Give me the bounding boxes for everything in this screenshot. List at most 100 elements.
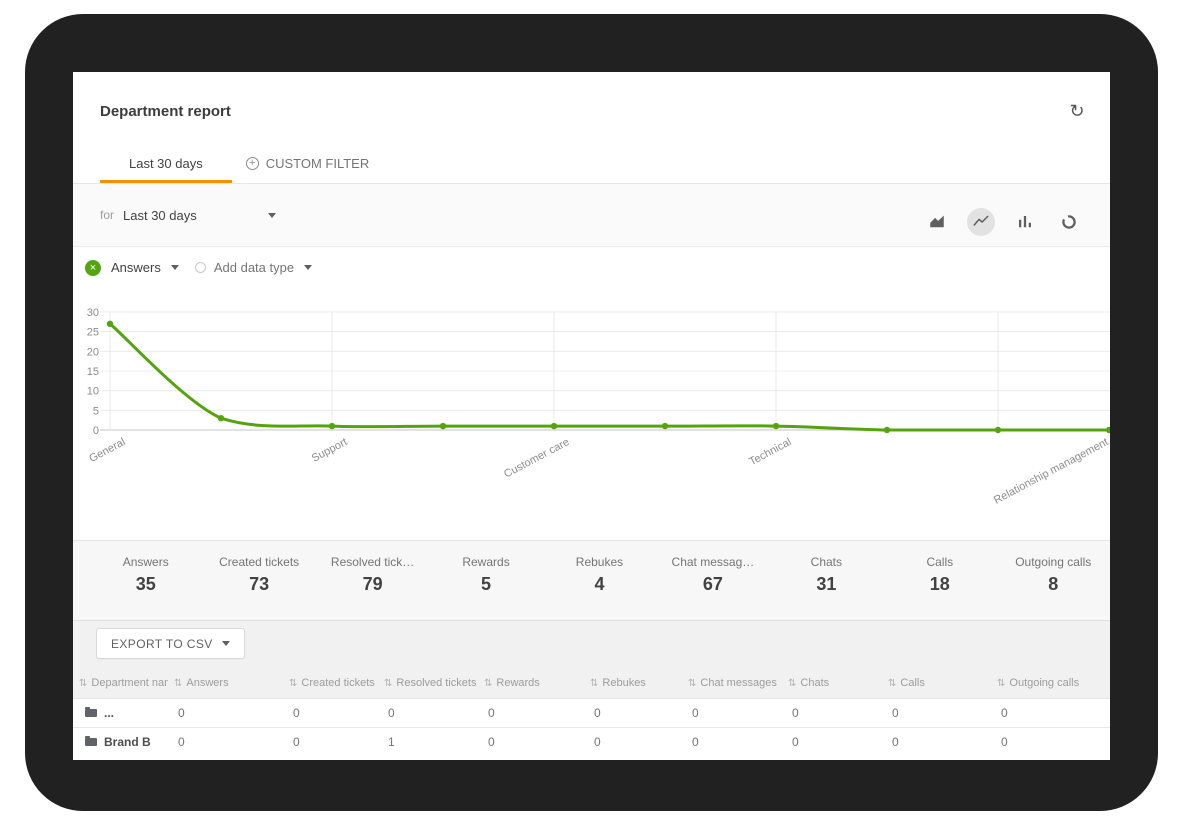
sort-icon[interactable]: ⇅ xyxy=(174,677,183,689)
series-bar: × Answers Add data type xyxy=(73,255,1110,280)
column-header-created-tickets[interactable]: ⇅ Created tickets xyxy=(283,668,378,698)
table-cell: 0 xyxy=(488,705,495,720)
column-header-department-name[interactable]: ⇅Department name xyxy=(73,668,168,698)
svg-text:5: 5 xyxy=(93,405,99,417)
table-cell: 0 xyxy=(293,705,300,720)
department-name: Brand B xyxy=(104,734,151,749)
stat-value: 67 xyxy=(702,574,723,594)
donut-chart-glyph xyxy=(1062,215,1076,229)
series-name-dropdown[interactable]: Answers xyxy=(111,260,161,275)
area-chart-glyph xyxy=(930,215,944,228)
answers-line-chart: 0 5 10 15 20 25 30 General Support Customer care T… xyxy=(87,307,1110,507)
svg-text:0: 0 xyxy=(93,425,99,437)
export-csv-label: EXPORT TO CSV xyxy=(111,636,213,651)
table-section: EXPORT TO CSV ⇅Department name⇅Answers⇅C… xyxy=(73,620,1110,756)
sort-icon[interactable]: ⇅ xyxy=(688,677,697,689)
chevron-down-icon[interactable] xyxy=(170,265,179,270)
chevron-down-icon xyxy=(221,641,230,646)
sort-icon[interactable]: ⇅ xyxy=(384,677,393,689)
stat-label: Created tickets xyxy=(219,555,300,569)
svg-text:General: General xyxy=(87,436,127,465)
filter-bar: for Last 30 days xyxy=(73,184,1110,247)
column-label: Chat messages xyxy=(700,676,777,689)
stat-item: Answers 35 xyxy=(89,555,202,620)
sort-icon[interactable]: ⇅ xyxy=(289,677,298,689)
table-cell: 0 xyxy=(692,734,699,749)
sort-icon[interactable]: ⇅ xyxy=(788,677,797,689)
add-data-type-dropdown[interactable]: Add data type xyxy=(213,260,295,275)
sort-icon[interactable]: ⇅ xyxy=(888,677,897,689)
table-cell: 0 xyxy=(792,734,799,749)
stat-value: 5 xyxy=(481,574,492,594)
column-label: Rebukes xyxy=(602,676,646,689)
table-cell: 0 xyxy=(594,734,601,749)
column-label: Outgoing calls xyxy=(1009,676,1080,689)
stat-value: 18 xyxy=(929,574,950,594)
svg-text:25: 25 xyxy=(87,327,99,339)
stat-item: Created tickets 73 xyxy=(202,555,315,620)
table-cell: 0 xyxy=(1001,705,1008,720)
svg-text:Technical: Technical xyxy=(747,436,793,468)
date-range-select[interactable]: for Last 30 days xyxy=(100,208,276,223)
department-name-cell[interactable]: ... xyxy=(73,698,168,727)
svg-text:Relationship management: Relationship management xyxy=(992,436,1110,507)
svg-text:30: 30 xyxy=(87,307,99,319)
donut-chart-icon[interactable] xyxy=(1055,208,1083,236)
column-header-rewards[interactable]: ⇅ Rewards xyxy=(478,668,584,698)
add-series-radio-icon[interactable] xyxy=(194,262,206,273)
svg-text:Support: Support xyxy=(310,436,350,465)
table-cell: 0 xyxy=(692,705,699,720)
sort-icon[interactable]: ⇅ xyxy=(484,677,493,689)
range-value: Last 30 days xyxy=(123,207,197,223)
column-label: Department name xyxy=(91,676,168,689)
column-header-outgoing-calls[interactable]: ⇅ Outgoing calls xyxy=(991,668,1110,698)
stat-label: Outgoing calls xyxy=(1015,555,1092,569)
stat-item: Rebukes 4 xyxy=(543,555,656,620)
column-header-calls[interactable]: ⇅ Calls xyxy=(882,668,991,698)
department-name-cell[interactable]: Brand B xyxy=(73,727,168,756)
stat-value: 73 xyxy=(249,574,270,594)
line-chart-icon[interactable] xyxy=(967,208,995,236)
stat-value: 8 xyxy=(1048,574,1059,594)
sort-icon[interactable]: ⇅ xyxy=(997,677,1006,689)
svg-text:20: 20 xyxy=(87,346,99,358)
stat-value: 79 xyxy=(362,574,383,594)
table-cell: 0 xyxy=(792,705,799,720)
column-header-answers[interactable]: ⇅ Answers xyxy=(168,668,283,698)
folder-icon xyxy=(85,706,97,717)
stat-label: Resolved tick… xyxy=(330,555,415,569)
panel-header: Department report ↻ xyxy=(73,72,1110,132)
svg-text:15: 15 xyxy=(87,366,99,378)
sort-icon[interactable]: ⇅ xyxy=(590,677,599,689)
sort-icon[interactable]: ⇅ xyxy=(79,677,88,689)
table-cell: 0 xyxy=(1001,734,1008,749)
range-prefix: for xyxy=(100,208,115,222)
column-header-rebukes[interactable]: ⇅ Rebukes xyxy=(584,668,682,698)
table-row[interactable]: ... 0 0 0 0 0 0 0 0 0 xyxy=(73,698,1110,727)
page-title: Department report xyxy=(100,103,231,120)
table-cell: 0 xyxy=(388,705,395,720)
plus-circle-icon: + xyxy=(245,157,259,170)
table-cell: 0 xyxy=(488,734,495,749)
remove-series-icon[interactable]: × xyxy=(85,259,101,276)
column-header-chats[interactable]: ⇅ Chats xyxy=(782,668,882,698)
tab-last-30-days[interactable]: Last 30 days xyxy=(100,146,232,183)
stat-item: Calls 18 xyxy=(883,555,996,620)
column-header-resolved-tickets[interactable]: ⇅ Resolved tickets xyxy=(378,668,478,698)
stat-item: Chats 31 xyxy=(770,555,883,620)
stat-label: Answers xyxy=(122,555,169,569)
tab-custom-filter[interactable]: + CUSTOM FILTER xyxy=(232,146,384,183)
area-chart-icon[interactable] xyxy=(923,208,951,236)
bar-chart-icon[interactable] xyxy=(1011,208,1039,236)
column-header-chat-messages[interactable]: ⇅ Chat messages xyxy=(682,668,782,698)
export-csv-button[interactable]: EXPORT TO CSV xyxy=(96,628,245,659)
chevron-down-icon xyxy=(268,212,276,218)
table-row[interactable]: Brand B 0 0 1 0 0 0 0 0 0 xyxy=(73,727,1110,756)
report-panel: Department report ↻ Last 30 days + CUSTO… xyxy=(73,72,1110,760)
table-cell: 0 xyxy=(293,734,300,749)
refresh-icon[interactable]: ↻ xyxy=(1064,98,1090,124)
line-chart-glyph xyxy=(973,215,989,226)
table-cell: 0 xyxy=(892,734,899,749)
bar-chart-glyph xyxy=(1019,216,1031,228)
chevron-down-icon[interactable] xyxy=(304,265,313,270)
